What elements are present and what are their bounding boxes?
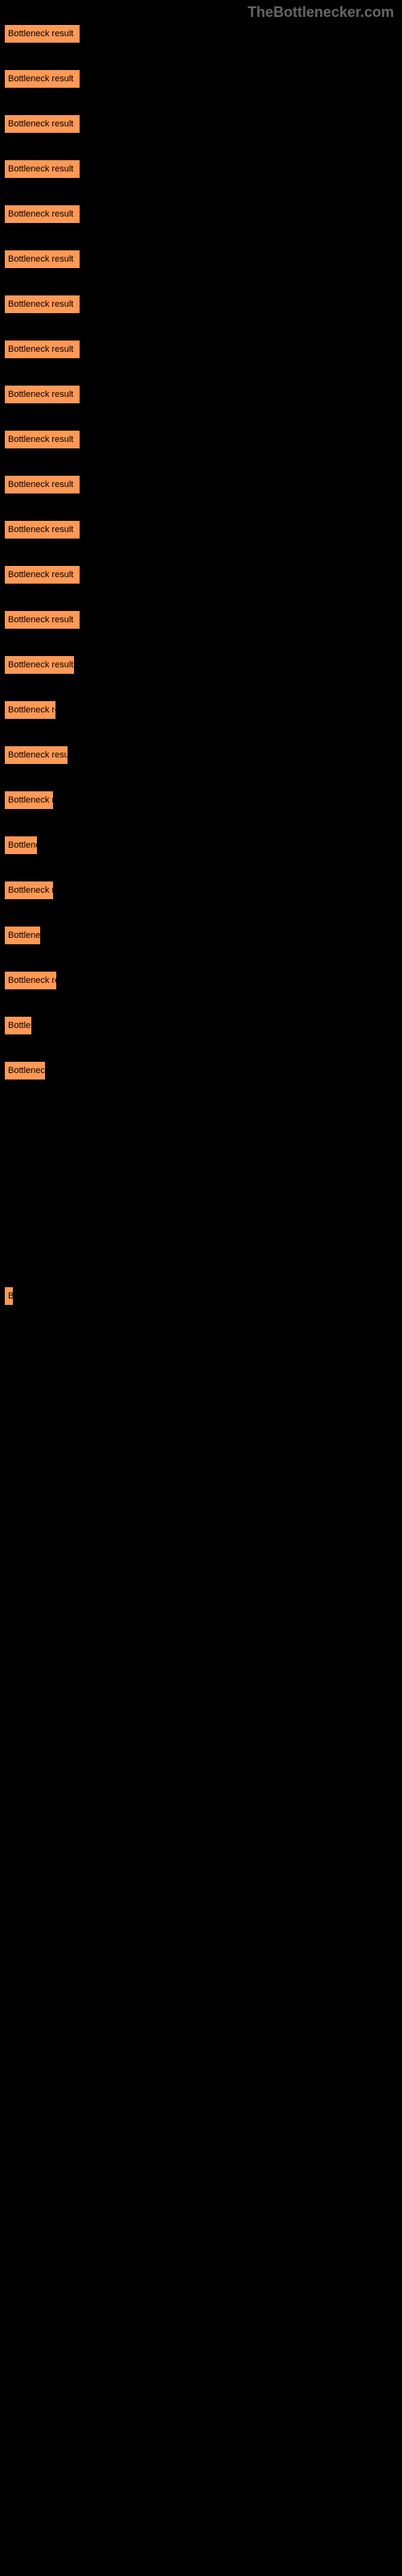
bar-row xyxy=(4,1106,402,1125)
bar: Bottleneck result xyxy=(4,1286,14,1306)
bar-row: Bottleneck result xyxy=(4,520,402,539)
bar: Bottleneck result xyxy=(4,700,56,720)
bar-row: Bottleneck result xyxy=(4,610,402,630)
bar-row xyxy=(4,1241,402,1261)
bar: Bottleneck result xyxy=(4,114,80,134)
bar-row: Bottleneck result xyxy=(4,69,402,89)
bar: Bottleneck result xyxy=(4,430,80,449)
bar: Bottleneck result xyxy=(4,926,41,945)
bar-row: Bottleneck result xyxy=(4,565,402,584)
bar: Bottleneck result xyxy=(4,1016,32,1035)
bar-row: Bottleneck result xyxy=(4,159,402,179)
bar-row: Bottleneck result xyxy=(4,24,402,43)
bar-row: Bottleneck result xyxy=(4,1286,402,1306)
bar: Bottleneck result xyxy=(4,791,54,810)
bar: Bottleneck result xyxy=(4,1061,46,1080)
bar: Bottleneck result xyxy=(4,971,57,990)
bar: Bottleneck result xyxy=(4,204,80,224)
bar-row: Bottleneck result xyxy=(4,655,402,675)
bar: Bottleneck result xyxy=(4,159,80,179)
bar-row xyxy=(4,1196,402,1216)
bar-row: Bottleneck result xyxy=(4,295,402,314)
bar: Bottleneck result xyxy=(4,745,68,765)
bar: Bottleneck result xyxy=(4,520,80,539)
bar-row: Bottleneck result xyxy=(4,971,402,990)
bar: Bottleneck result xyxy=(4,340,80,359)
bar-row: Bottleneck result xyxy=(4,204,402,224)
bar: Bottleneck result xyxy=(4,836,38,855)
bar: Bottleneck result xyxy=(4,655,75,675)
bar: Bottleneck result xyxy=(4,610,80,630)
bar-row: Bottleneck result xyxy=(4,1016,402,1035)
bar: Bottleneck result xyxy=(4,295,80,314)
bar: Bottleneck result xyxy=(4,69,80,89)
bar: Bottleneck result xyxy=(4,565,80,584)
bar: Bottleneck result xyxy=(4,385,80,404)
bar-row xyxy=(4,1151,402,1170)
bar: Bottleneck result xyxy=(4,475,80,494)
bar-row: Bottleneck result xyxy=(4,250,402,269)
bar-row: Bottleneck result xyxy=(4,836,402,855)
bar: Bottleneck result xyxy=(4,24,80,43)
bar-row: Bottleneck result xyxy=(4,881,402,900)
bar-row: Bottleneck result xyxy=(4,700,402,720)
bar-row: Bottleneck result xyxy=(4,114,402,134)
watermark-text: TheBottlenecker.com xyxy=(248,4,394,21)
bar-row: Bottleneck result xyxy=(4,385,402,404)
bar-row: Bottleneck result xyxy=(4,475,402,494)
bar-row: Bottleneck result xyxy=(4,926,402,945)
bar-row: Bottleneck result xyxy=(4,791,402,810)
bar-row: Bottleneck result xyxy=(4,745,402,765)
chart-container: Bottleneck result Bottleneck result Bottle… xyxy=(0,0,402,1306)
bar: Bottleneck result xyxy=(4,881,54,900)
bar-row: Bottleneck result xyxy=(4,1061,402,1080)
bar-row: Bottleneck result xyxy=(4,430,402,449)
bar-row: Bottleneck result xyxy=(4,340,402,359)
bar: Bottleneck result xyxy=(4,250,80,269)
